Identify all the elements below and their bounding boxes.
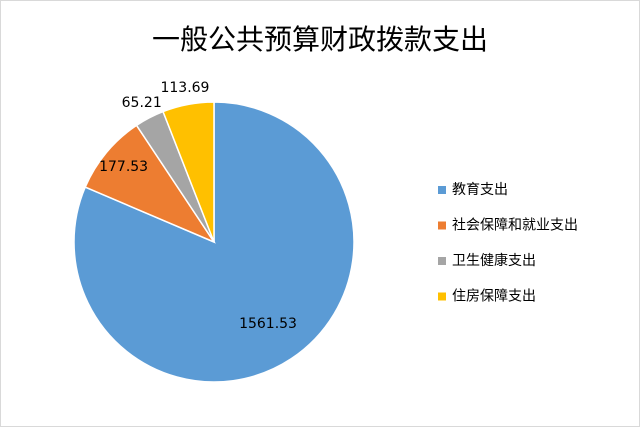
legend-label: 社会保障和就业支出 <box>452 218 578 234</box>
pie-slice <box>162 101 215 243</box>
chart-title: 一般公共预算财政拨款支出 <box>152 23 488 56</box>
pie-slice <box>84 124 217 244</box>
legend-label: 住房保障支出 <box>452 289 536 305</box>
data-label: 65.21 <box>122 95 162 111</box>
legend-marker <box>438 292 446 301</box>
legend-label: 教育支出 <box>452 182 508 198</box>
data-label: 113.69 <box>160 80 209 96</box>
legend-label: 卫生健康支出 <box>452 252 536 269</box>
data-label: 177.53 <box>99 159 148 175</box>
legend-marker <box>438 257 446 265</box>
data-label: 1561.53 <box>239 316 297 332</box>
legend-marker <box>438 221 446 230</box>
legend-marker <box>438 186 446 194</box>
